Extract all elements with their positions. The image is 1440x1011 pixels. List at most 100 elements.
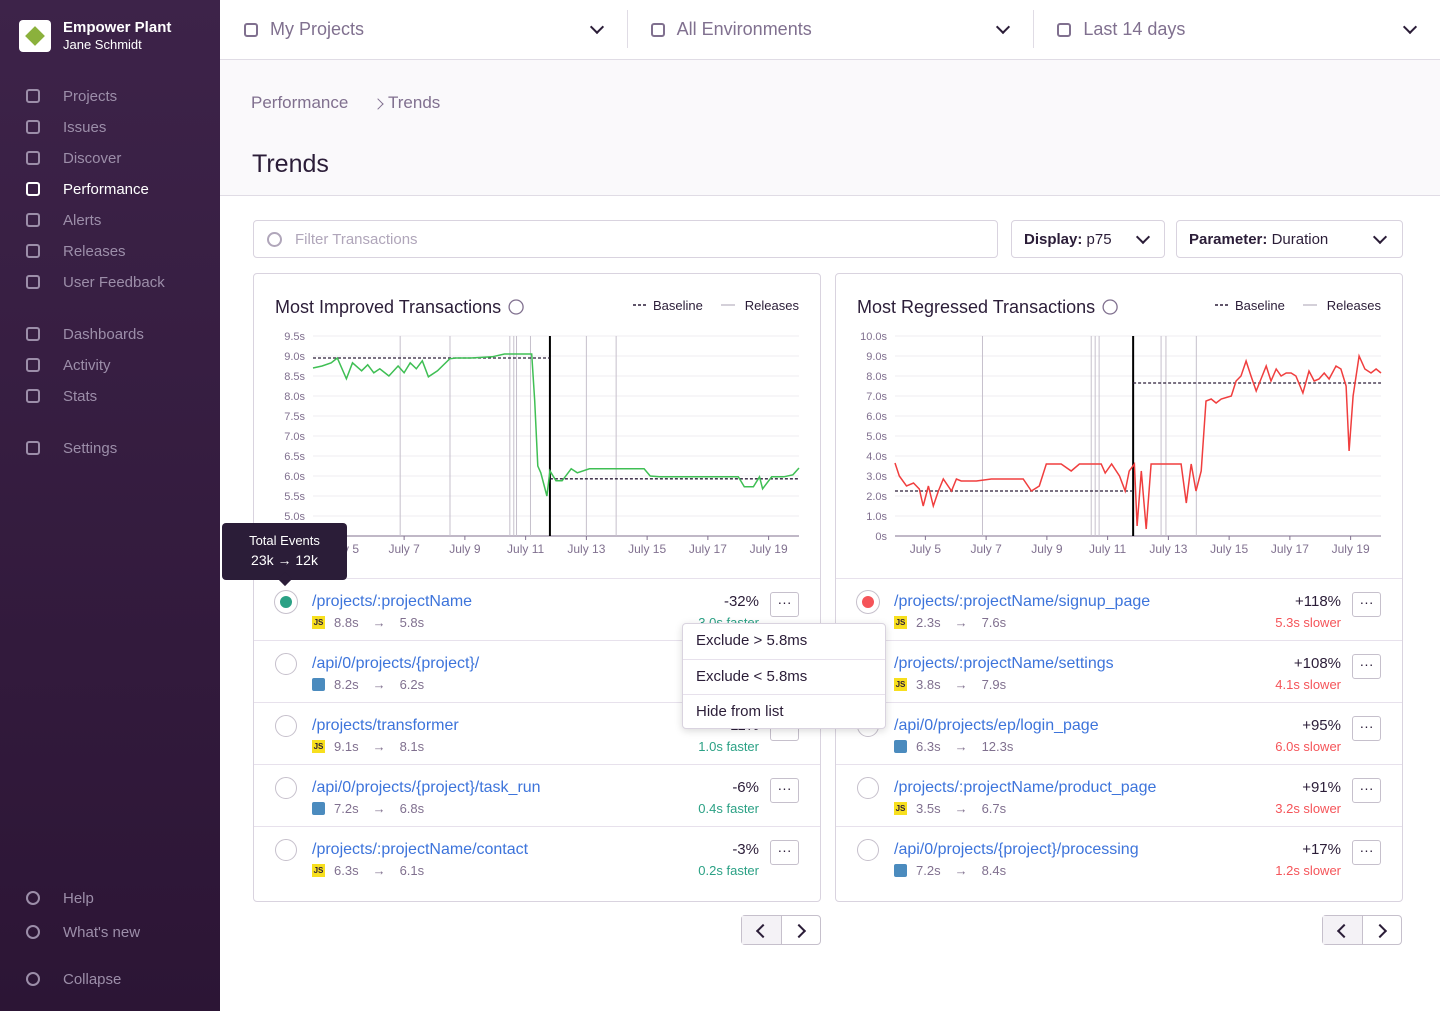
menu-item[interactable]: Exclude < 5.8ms	[683, 659, 885, 693]
transaction-link[interactable]: /api/0/projects/{project}/task_run	[312, 779, 541, 796]
duration-delta: 1.0s faster	[698, 739, 759, 754]
duration-to: 7.9s	[981, 677, 1007, 692]
nav-item[interactable]: Issues	[26, 117, 106, 137]
search-placeholder: Filter Transactions	[295, 230, 418, 248]
help-icon	[1102, 299, 1118, 315]
arrow: →	[372, 863, 386, 878]
breadcrumb[interactable]: Performance	[251, 93, 349, 112]
duration-to: 12.3s	[981, 739, 1014, 754]
org-name[interactable]: Empower Plant	[63, 19, 172, 36]
next-page[interactable]	[782, 916, 821, 944]
platform-icon	[894, 864, 907, 877]
x-tick-label: July 7	[970, 542, 1002, 556]
y-tick-label: 7.5s	[284, 411, 305, 423]
x-tick-label: July 13	[1149, 542, 1187, 556]
arrow: →	[954, 863, 968, 878]
nav-item[interactable]: Collapse	[26, 969, 121, 989]
transaction-link[interactable]: /api/0/projects/{project}/	[312, 655, 480, 672]
dropdown-label: Parameter:	[1189, 230, 1268, 248]
nav-item[interactable]: User Feedback	[26, 272, 165, 292]
row-actions[interactable]: ···	[1352, 716, 1381, 741]
nav-icon	[26, 891, 40, 905]
nav-icon	[26, 120, 40, 134]
row-actions[interactable]: ···	[1352, 778, 1381, 803]
duration-to: 6.8s	[399, 801, 425, 816]
x-tick-label: July 11	[507, 542, 544, 556]
y-tick-label: 5.0s	[866, 431, 887, 443]
duration-change: 6.3s → 12.3s	[894, 739, 1013, 754]
nav-item[interactable]: Settings	[26, 438, 117, 458]
row-actions[interactable]: ···	[1352, 654, 1381, 679]
nav-item[interactable]: Projects	[26, 86, 117, 106]
y-tick-label: 9.0s	[284, 351, 305, 363]
nav-item[interactable]: Discover	[26, 148, 121, 168]
x-tick-label: July 19	[1332, 542, 1370, 556]
nav-item[interactable]: Alerts	[26, 210, 101, 230]
tooltip: Total Events 23k → 12k	[222, 523, 347, 580]
platform-icon	[894, 740, 907, 753]
duration-to: 8.1s	[399, 739, 425, 754]
radio[interactable]	[857, 839, 879, 861]
radio[interactable]	[275, 653, 297, 675]
row-actions[interactable]: ···	[770, 840, 799, 865]
menu-item[interactable]: Hide from list	[683, 694, 885, 728]
nav-item[interactable]: Releases	[26, 241, 126, 261]
transaction-link[interactable]: /api/0/projects/{project}/processing	[894, 841, 1139, 858]
row-actions[interactable]: ···	[770, 778, 799, 803]
page-title: Trends	[252, 150, 329, 178]
row-actions[interactable]: ···	[770, 592, 799, 617]
prev-page[interactable]	[742, 916, 782, 944]
search-input[interactable]: Filter Transactions	[253, 220, 998, 258]
transaction-link[interactable]: /projects/:projectName/settings	[894, 655, 1114, 672]
nav-item[interactable]: Help	[26, 888, 94, 908]
page-filter-dropdown[interactable]: My Projects	[220, 0, 627, 59]
duration-from: 3.5s	[916, 801, 941, 816]
nav-item[interactable]: What's new	[26, 922, 140, 942]
parameter-dropdown[interactable]: Parameter: Duration	[1176, 220, 1403, 258]
arrow: →	[954, 739, 968, 754]
org-logo[interactable]	[19, 20, 51, 52]
display-dropdown[interactable]: Display: p75	[1011, 220, 1165, 258]
y-tick-label: 8.5s	[284, 371, 305, 383]
legend-label: Releases	[1327, 298, 1382, 313]
x-tick-label: July 17	[1271, 542, 1309, 556]
radio[interactable]	[275, 715, 297, 737]
nav-label: Releases	[63, 242, 126, 260]
radio[interactable]	[857, 777, 879, 799]
radio[interactable]	[275, 591, 297, 613]
transaction-link[interactable]: /projects/:projectName	[312, 593, 473, 610]
nav-label: Dashboards	[63, 325, 144, 343]
nav-item[interactable]: Dashboards	[26, 324, 144, 344]
y-tick-label: 9.0s	[866, 351, 887, 363]
radio[interactable]	[275, 839, 297, 861]
trend-line	[894, 353, 1382, 530]
row-actions[interactable]: ···	[1352, 840, 1381, 865]
row-actions[interactable]: ···	[1352, 592, 1381, 617]
prev-page[interactable]	[1323, 916, 1363, 944]
transaction-link[interactable]: /projects/:projectName/product_page	[894, 779, 1157, 796]
transaction-link[interactable]: /projects/transformer	[312, 717, 459, 734]
duration-to: 8.4s	[981, 863, 1007, 878]
duration-delta: 0.2s faster	[698, 863, 759, 878]
transaction-link[interactable]: /projects/:projectName/signup_page	[894, 593, 1151, 610]
transaction-link[interactable]: /projects/:projectName/contact	[312, 841, 529, 858]
menu-item[interactable]: Exclude > 5.8ms	[696, 632, 808, 649]
y-tick-label: 6.0s	[284, 471, 305, 483]
radio[interactable]	[275, 777, 297, 799]
duration-from: 8.8s	[334, 615, 359, 630]
nav-item[interactable]: Performance	[26, 179, 149, 199]
nav-item[interactable]: Activity	[26, 355, 111, 375]
y-tick-label: 7.0s	[284, 431, 305, 443]
transaction-link[interactable]: /api/0/projects/ep/login_page	[894, 717, 1099, 734]
nav-item[interactable]: Stats	[26, 386, 97, 406]
y-tick-label: 7.0s	[866, 391, 887, 403]
next-page[interactable]	[1363, 916, 1402, 944]
page-filter-dropdown[interactable]: All Environments	[627, 0, 1034, 59]
x-tick-label: July 11	[1089, 542, 1126, 556]
page-filter-dropdown[interactable]: Last 14 days	[1033, 0, 1440, 59]
radio[interactable]	[857, 591, 879, 613]
chevron	[996, 19, 1011, 35]
nav-label: Activity	[63, 356, 111, 374]
